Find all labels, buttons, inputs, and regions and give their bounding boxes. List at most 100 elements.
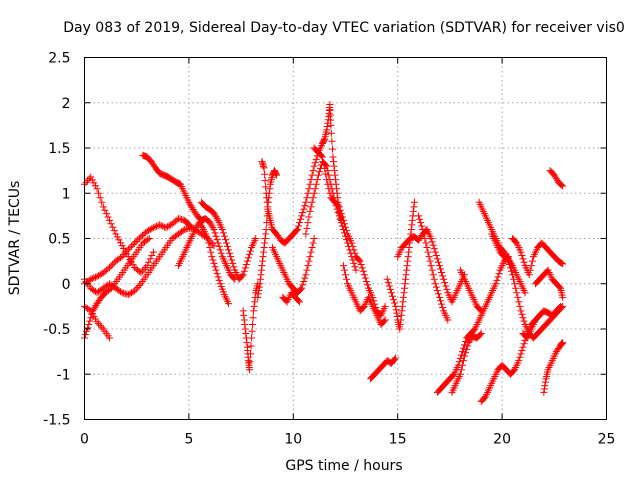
data-point-marker — [320, 159, 328, 167]
data-point-marker — [142, 263, 150, 271]
satellite-track-9 — [239, 280, 262, 374]
data-point-marker — [417, 219, 425, 227]
data-point-marker — [121, 249, 129, 257]
data-point-marker — [124, 291, 132, 299]
data-point-marker — [187, 202, 195, 210]
data-point-marker — [87, 314, 95, 322]
satellite-track-14 — [289, 101, 345, 238]
data-point-marker — [186, 200, 194, 208]
data-point-marker — [252, 235, 260, 242]
data-point-marker — [323, 126, 331, 134]
data-point-marker — [312, 155, 320, 163]
data-point-marker — [328, 145, 336, 153]
data-point-marker — [96, 194, 104, 202]
data-point-marker — [337, 210, 345, 218]
satellite-track-30 — [532, 266, 567, 301]
data-point-marker — [198, 224, 206, 232]
data-point-marker — [311, 159, 319, 167]
data-point-marker — [212, 232, 220, 240]
data-point-marker — [306, 253, 314, 261]
data-point-marker — [85, 175, 93, 183]
satellite-track-4 — [81, 302, 114, 342]
data-point-marker — [309, 167, 317, 175]
data-point-marker — [476, 306, 484, 314]
data-point-marker — [323, 123, 331, 131]
data-point-marker — [519, 314, 527, 322]
data-point-marker — [342, 271, 349, 279]
y-tick-label: -0.5 — [43, 322, 70, 338]
data-point-marker — [455, 358, 463, 366]
data-point-marker — [329, 153, 337, 161]
data-point-marker — [404, 257, 412, 265]
data-point-marker — [343, 275, 351, 283]
data-point-marker — [295, 222, 303, 230]
data-point-marker — [117, 239, 125, 247]
data-point-marker — [362, 277, 370, 285]
data-point-marker — [210, 242, 218, 250]
data-point-marker — [258, 158, 266, 166]
data-point-marker — [443, 285, 451, 293]
data-point-marker — [185, 198, 193, 206]
satellite-track-27 — [488, 230, 567, 342]
data-point-marker — [520, 340, 528, 348]
data-point-marker — [342, 223, 349, 231]
satellite-track-13 — [279, 289, 304, 306]
data-point-marker — [90, 305, 98, 313]
data-point-marker — [134, 236, 142, 244]
data-point-marker — [224, 242, 232, 250]
data-point-marker — [249, 320, 257, 328]
data-point-marker — [399, 298, 407, 306]
data-point-marker — [317, 152, 325, 160]
data-point-marker — [254, 290, 262, 298]
data-point-marker — [419, 225, 427, 233]
data-point-marker — [109, 260, 117, 268]
data-point-marker — [151, 223, 159, 231]
data-point-marker — [163, 223, 171, 231]
data-point-marker — [559, 339, 567, 347]
data-point-marker — [315, 168, 323, 176]
data-point-marker — [527, 262, 535, 270]
x-tick-label: 25 — [598, 432, 616, 448]
data-point-marker — [93, 273, 101, 281]
data-point-marker — [90, 274, 98, 282]
data-point-marker — [305, 185, 313, 193]
data-point-marker — [439, 272, 447, 280]
data-point-marker — [520, 317, 528, 325]
data-point-marker — [303, 266, 311, 274]
data-point-marker — [211, 263, 219, 271]
chart-title: Day 083 of 2019, Sidereal Day-to-day VTE… — [63, 20, 625, 36]
data-point-marker — [248, 334, 256, 342]
data-point-marker — [206, 218, 214, 226]
data-point-marker — [227, 253, 235, 261]
data-point-marker — [423, 244, 431, 252]
data-point-marker — [148, 251, 156, 259]
data-point-marker — [245, 366, 253, 374]
data-point-marker — [432, 283, 440, 291]
data-point-marker — [356, 257, 364, 265]
data-point-marker — [351, 249, 359, 257]
data-point-marker — [310, 189, 318, 197]
data-point-marker — [558, 181, 566, 189]
data-point-marker — [241, 320, 249, 328]
data-point-marker — [191, 225, 199, 233]
data-point-marker — [262, 225, 270, 233]
data-point-marker — [525, 271, 533, 279]
data-point-marker — [248, 327, 256, 335]
satellite-track-20 — [394, 225, 469, 306]
data-point-marker — [302, 271, 310, 279]
data-point-marker — [464, 342, 472, 350]
data-point-marker — [261, 170, 269, 178]
data-point-marker — [401, 280, 409, 288]
data-point-marker — [202, 233, 210, 241]
data-point-marker — [95, 320, 103, 328]
data-point-marker — [559, 293, 567, 301]
data-point-marker — [514, 293, 522, 301]
data-point-marker — [104, 213, 112, 221]
data-point-marker — [510, 275, 518, 283]
data-point-marker — [402, 271, 410, 279]
axis-ticks: 0 5 10 15 20 25 -1.5 -1 -0.5 0 0.5 1 1.5 2 2.5 — [43, 51, 615, 448]
data-point-marker — [162, 224, 170, 232]
data-point-marker — [461, 352, 469, 360]
satellite-track-23 — [448, 330, 485, 396]
data-point-marker — [106, 263, 114, 271]
